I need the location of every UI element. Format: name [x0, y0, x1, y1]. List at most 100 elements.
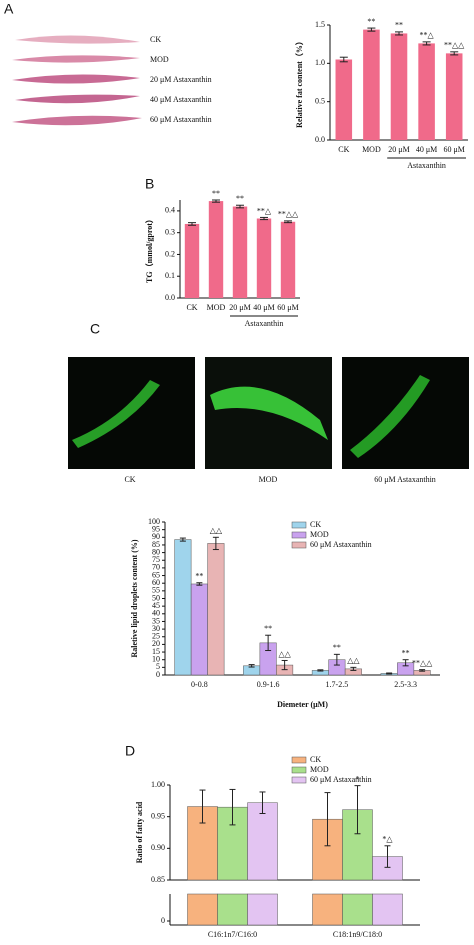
y-tick-label: 20	[152, 639, 160, 648]
x-tick-label: 1.7-2.5	[326, 680, 349, 689]
x-axis-label: Diemeter (μM)	[277, 700, 328, 709]
image-label: MOD	[150, 55, 169, 64]
y-tick-label: 30	[152, 624, 160, 633]
y-tick-label: 0.90	[151, 843, 165, 852]
y-tick-label: 95	[152, 524, 160, 533]
annotation: **	[236, 194, 244, 203]
x-tick-label: 60 μM	[443, 145, 464, 154]
fluorescence-images	[68, 357, 469, 469]
worm-images	[12, 35, 142, 126]
annotation: △△	[210, 526, 223, 535]
image-label: CK	[150, 35, 161, 44]
y-tick-label: 0	[161, 916, 165, 925]
legend-swatch	[291, 756, 307, 764]
bar	[363, 29, 380, 141]
y-tick-label: 0.0	[165, 293, 175, 302]
group-label: Astaxanthin	[407, 161, 446, 170]
legend-swatch	[291, 766, 307, 774]
bar	[174, 539, 192, 676]
y-tick-label: 0.4	[165, 206, 175, 215]
y-tick-label: 1.00	[151, 780, 165, 789]
y-tick-label: 0.5	[315, 96, 325, 105]
annotation: **△△	[278, 210, 299, 219]
x-tick-label: 20 μM	[229, 303, 250, 312]
x-tick-label: 2.5-3.3	[394, 680, 417, 689]
x-tick-label: 60 μM	[277, 303, 298, 312]
y-tick-label: 75	[152, 555, 160, 564]
annotation: △△	[278, 649, 291, 658]
annotation: **	[395, 21, 403, 30]
legend-label: MOD	[310, 765, 329, 774]
annotation: **△△	[444, 41, 465, 50]
x-tick-label: MOD	[362, 145, 381, 154]
annotation: **	[402, 649, 410, 658]
x-tick-label: CK	[338, 145, 349, 154]
y-tick-label: 50	[152, 593, 160, 602]
y-tick-label: 1.0	[315, 58, 325, 67]
bar	[256, 218, 272, 298]
panel-letter: D	[125, 743, 135, 759]
annotation: **	[212, 189, 220, 198]
bar	[184, 223, 200, 298]
annotation: *	[356, 774, 360, 783]
annotation: **	[333, 643, 341, 652]
x-tick-label: 40 μM	[416, 145, 437, 154]
bar-base	[312, 893, 343, 926]
y-tick-label: 80	[152, 547, 160, 556]
bar	[335, 59, 353, 140]
image-label: MOD	[259, 475, 278, 484]
annotation: *△	[382, 835, 393, 844]
x-tick-label: CK	[186, 303, 197, 312]
legend-swatch	[291, 521, 307, 529]
x-tick-label: 20 μM	[388, 145, 409, 154]
bar	[418, 43, 435, 140]
y-axis-label: Ratio of fatty acid	[135, 801, 144, 863]
y-tick-label: 0.2	[165, 249, 175, 258]
y-tick-label: 85	[152, 540, 160, 549]
y-tick-label: 55	[152, 586, 160, 595]
y-tick-label: 90	[152, 532, 160, 541]
x-tick-label: C18:1n9/C18:0	[333, 930, 382, 939]
annotation: **	[367, 17, 375, 26]
y-tick-label: 70	[152, 563, 160, 572]
bar	[390, 33, 408, 140]
image-label: 40 μM Astaxanthin	[150, 95, 212, 104]
bar	[208, 201, 224, 298]
y-tick-label: 15	[152, 647, 160, 656]
y-axis-label: Raletive lipid droplets content (%)	[130, 539, 139, 657]
y-tick-label: 0.0	[315, 135, 325, 144]
annotation: △△	[347, 656, 360, 665]
y-tick-label: 65	[152, 570, 160, 579]
legend-swatch	[291, 776, 307, 784]
panel-letter: B	[145, 176, 154, 192]
annotation: **△	[257, 206, 272, 215]
annotation: **△△	[412, 658, 433, 667]
bar-base	[372, 893, 403, 926]
x-tick-label: C16:1n7/C16:0	[208, 930, 257, 939]
x-tick-label: 0.9-1.6	[257, 680, 280, 689]
y-tick-label: 5	[156, 662, 160, 671]
bar-base	[342, 893, 373, 926]
legend-label: 60 μM Astaxanthin	[310, 775, 372, 784]
image-label: 60 μM Astaxanthin	[150, 115, 212, 124]
panel-letter: C	[90, 321, 100, 337]
y-tick-label: 35	[152, 616, 160, 625]
legend-label: CK	[310, 520, 321, 529]
legend-label: CK	[310, 755, 321, 764]
y-tick-label: 0.85	[151, 875, 165, 884]
legend-swatch	[291, 531, 307, 539]
image-label: 60 μM Astaxanthin	[374, 475, 436, 484]
y-tick-label: 25	[152, 632, 160, 641]
bar	[190, 583, 208, 676]
y-tick-label: 45	[152, 601, 160, 610]
legend-swatch	[291, 541, 307, 549]
bar	[280, 221, 296, 298]
bar-base	[217, 893, 248, 926]
y-tick-label: 0.1	[165, 271, 175, 280]
bar-base	[247, 893, 278, 926]
x-tick-label: 40 μM	[253, 303, 274, 312]
x-tick-label: MOD	[207, 303, 226, 312]
y-tick-label: 0.95	[151, 811, 165, 820]
image-label: 20 μM Astaxanthin	[150, 75, 212, 84]
y-axis-label: TG（mmol/gprot）	[144, 215, 154, 283]
